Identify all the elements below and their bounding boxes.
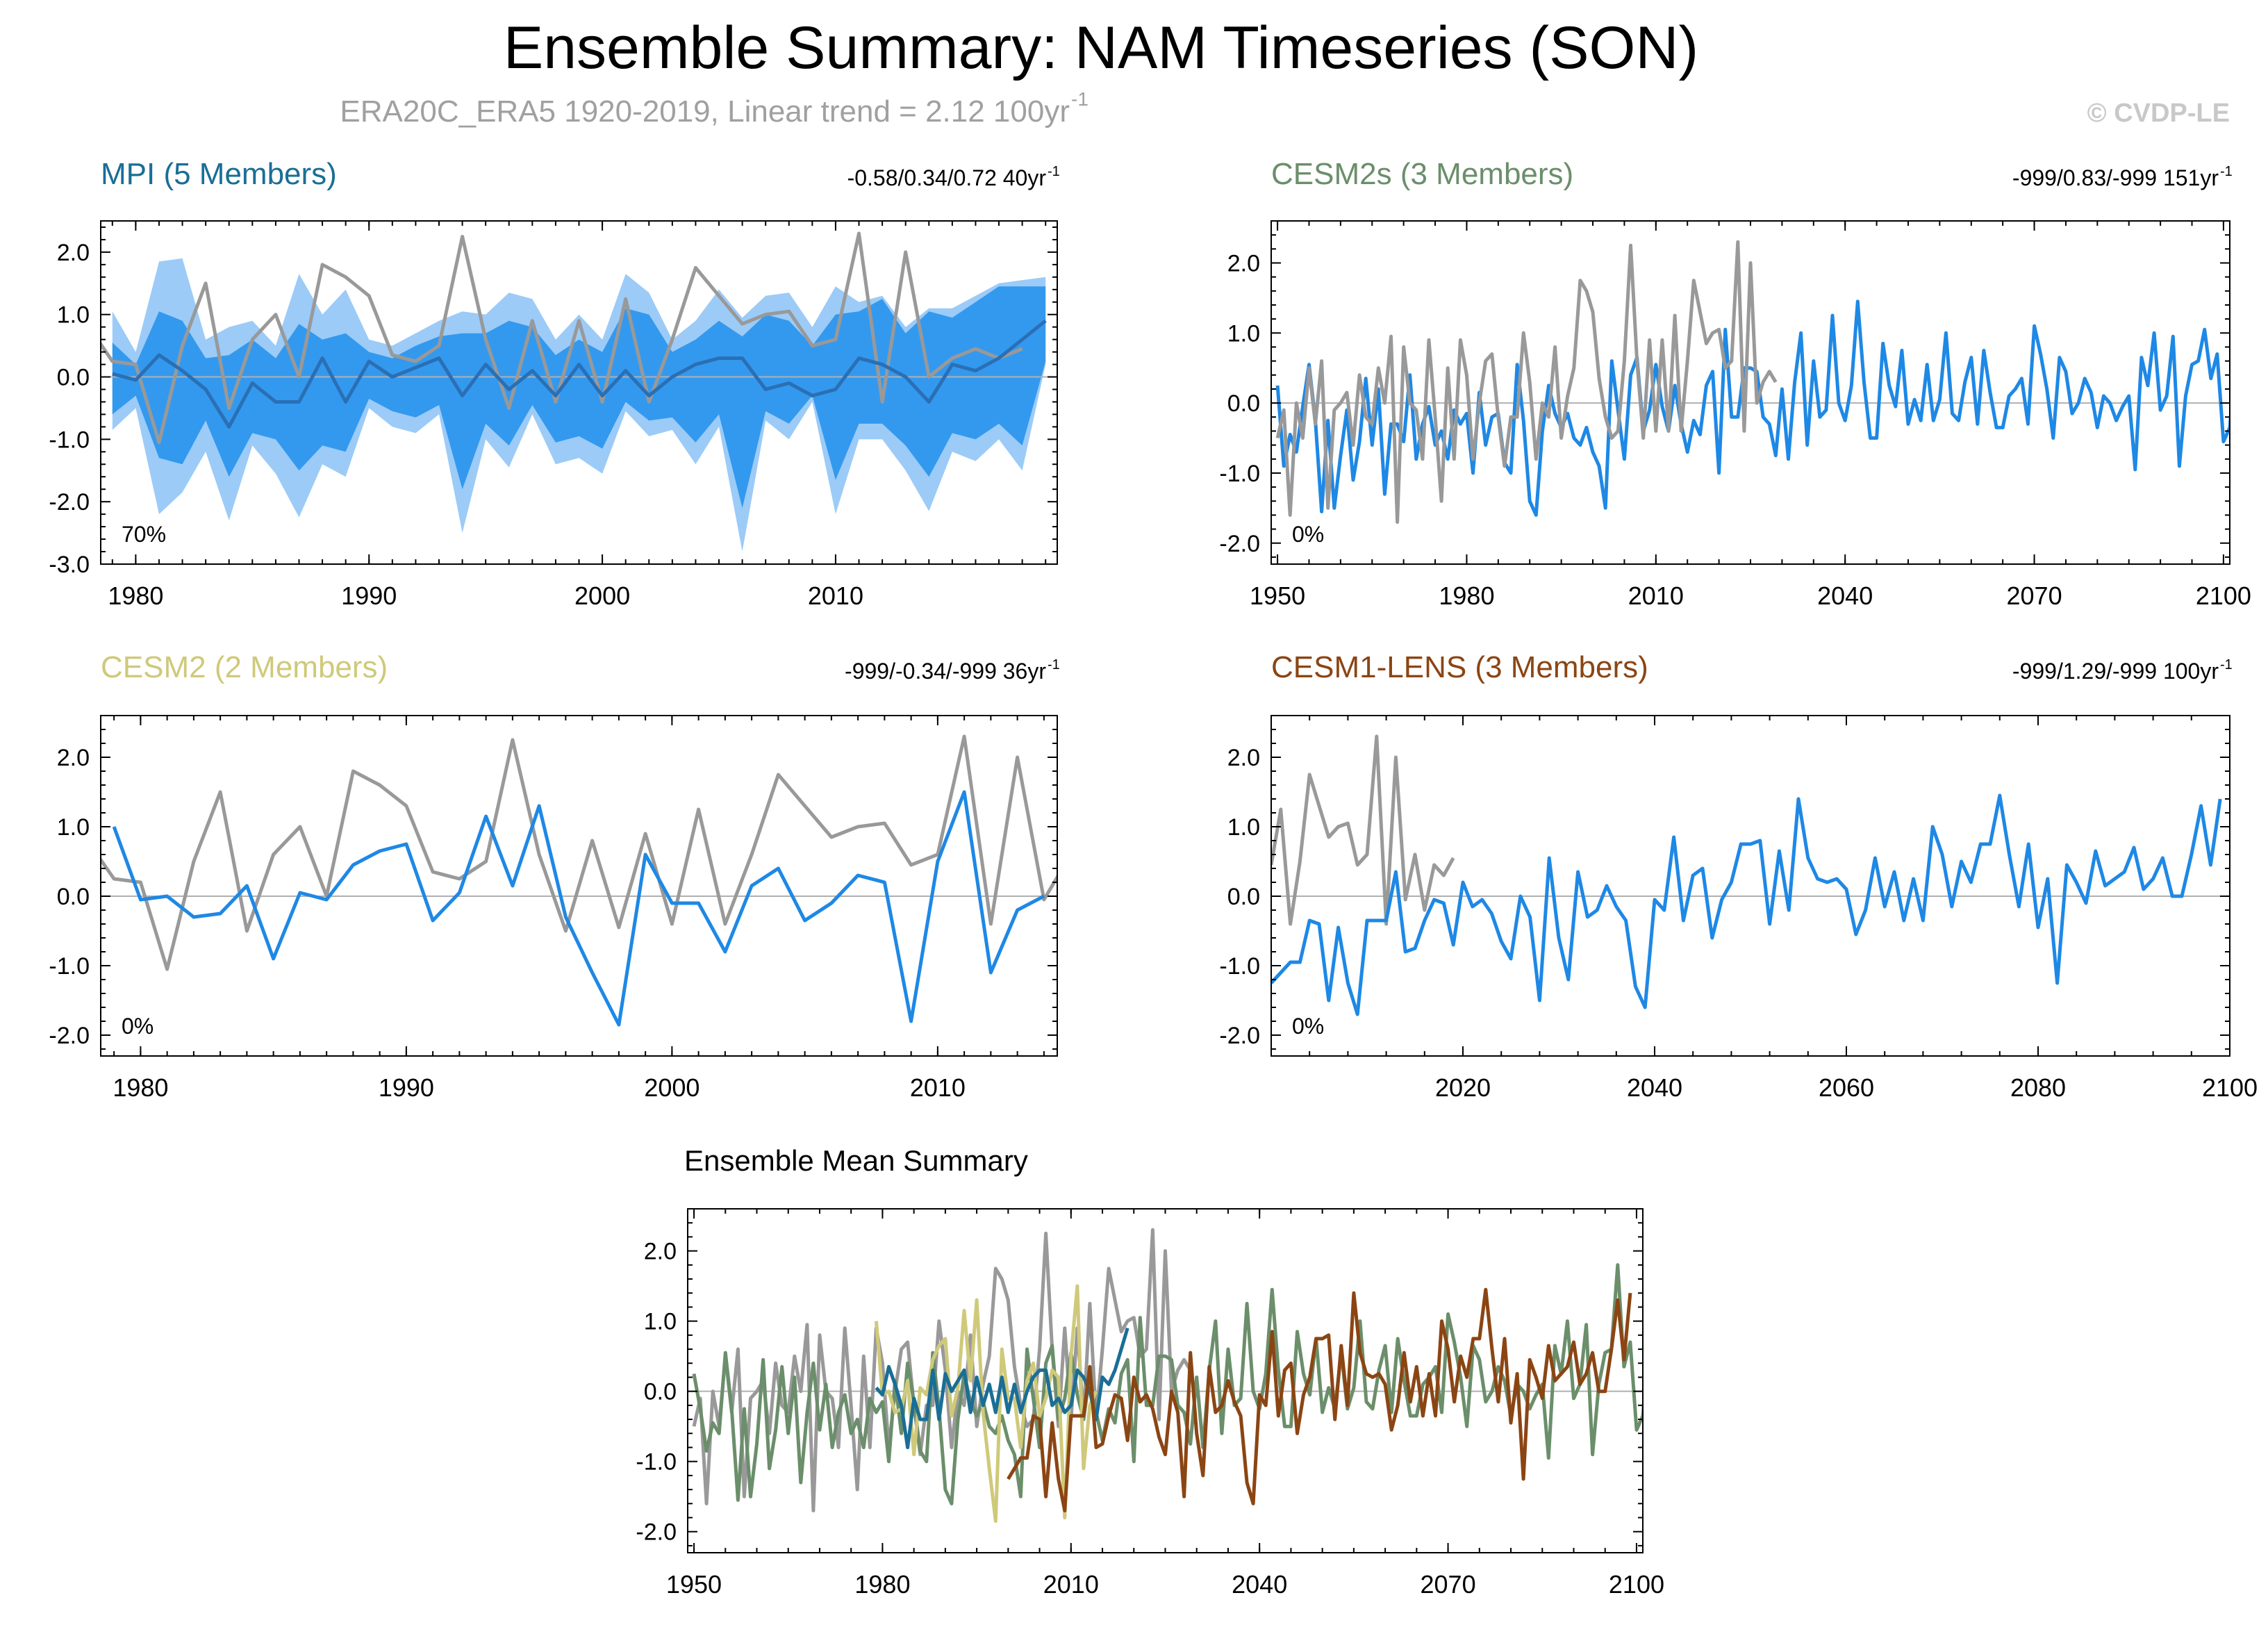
trend-sup: -1: [1048, 657, 1060, 672]
plot-area: [101, 734, 1057, 1027]
x-tick-label: 2100: [1609, 1570, 1664, 1599]
figure-subtitle-sup: -1: [1071, 88, 1089, 110]
series-line-obs: [1275, 240, 1778, 524]
chart-title: MPI (5 Members): [101, 157, 337, 191]
chart-ensmean: Ensemble Mean Summary -2.0 -1.0 0.0 1.0 2.0 19…: [636, 1144, 1664, 1599]
y-tick-label: 0.0: [57, 365, 90, 391]
x-tick-label: 2040: [1232, 1570, 1287, 1599]
trend-sup: -1: [2220, 657, 2233, 672]
x-tick-label: 1950: [1250, 581, 1305, 610]
trend-text: -999/-0.34/-999 36yr: [845, 659, 1046, 684]
y-tick-label: 0.0: [644, 1379, 677, 1405]
x-tick-label: 2010: [910, 1073, 966, 1102]
x-tick-label: 2020: [1435, 1073, 1491, 1102]
y-tick-label: 2.0: [644, 1239, 677, 1265]
chart-cesm1: CESM1-LENS (3 Members) -999/1.29/-999 100…: [1219, 650, 2258, 1102]
x-tick-label: 2100: [2202, 1073, 2258, 1102]
y-tick-label: -1.0: [1219, 461, 1260, 487]
y-tick-label: -1.0: [1219, 953, 1260, 980]
y-tick-label: 2.0: [57, 240, 90, 266]
chart-title: CESM2s (3 Members): [1271, 157, 1573, 191]
percent-label: 0%: [1292, 522, 1324, 547]
x-tick-label: 1950: [666, 1570, 722, 1599]
series-line-obs: [1271, 734, 1455, 926]
chart-cesm2: CESM2 (2 Members) -999/-0.34/-999 36yr -1 -…: [49, 650, 1060, 1102]
y-tick-label: 0.0: [1227, 390, 1260, 417]
x-tick-label: 1980: [854, 1570, 910, 1599]
figure-title: Ensemble Summary: NAM Timeseries (SON): [504, 15, 1698, 81]
chart-title: CESM1-LENS (3 Members): [1271, 650, 1648, 684]
series-line-ensemble-mean: [112, 319, 1047, 429]
x-tick-label: 2070: [2007, 581, 2062, 610]
x-tick-label: 2040: [1627, 1073, 1682, 1102]
y-tick-label: -1.0: [49, 953, 90, 980]
trend-sup: -1: [1048, 164, 1060, 179]
y-tick-label: 1.0: [1227, 320, 1260, 347]
chart-title: CESM2 (2 Members): [101, 650, 388, 684]
y-tick-label: 0.0: [57, 884, 90, 910]
plot-area: [1271, 240, 2230, 524]
trend-text: -999/0.83/-999 151yr: [2012, 165, 2219, 190]
y-tick-label: -1.0: [49, 427, 90, 453]
x-tick-label: 2000: [574, 581, 630, 610]
x-tick-label: 2010: [808, 581, 863, 610]
percent-label: 70%: [122, 522, 166, 547]
trend-text: -0.58/0.34/0.72 40yr: [847, 165, 1047, 190]
x-tick-label: 2000: [644, 1073, 700, 1102]
y-tick-label: -3.0: [49, 552, 90, 578]
series-line-obs: [101, 231, 1023, 445]
figure-subtitle: ERA20C_ERA5 1920-2019, Linear trend = 2.…: [340, 94, 1070, 129]
chart-title: Ensemble Mean Summary: [684, 1144, 1028, 1177]
y-tick-label: -2.0: [49, 1023, 90, 1049]
y-tick-label: 1.0: [57, 814, 90, 841]
y-tick-label: -2.0: [49, 489, 90, 515]
x-tick-label: 2060: [1819, 1073, 1874, 1102]
series-line-obs: [101, 734, 1057, 971]
y-tick-label: 1.0: [644, 1309, 677, 1335]
x-tick-label: 1980: [108, 581, 163, 610]
y-tick-label: 1.0: [57, 302, 90, 329]
x-tick-label: 2010: [1043, 1570, 1099, 1599]
x-tick-label: 2040: [1817, 581, 1873, 610]
series-line-member: [1271, 793, 2222, 1016]
y-tick-label: 2.0: [57, 745, 90, 771]
series-line-member: [1275, 299, 2230, 517]
plot-area: [688, 1228, 1643, 1523]
plot-area: [1271, 734, 2230, 1016]
series-line-cesm1-lens: [1007, 1287, 1632, 1512]
watermark: © CVDP-LE: [2087, 99, 2230, 128]
plot-area: [101, 231, 1057, 552]
y-tick-label: 1.0: [1227, 814, 1260, 841]
panels: MPI (5 Members) -0.58/0.34/0.72 40yr -1-3.…: [49, 157, 2258, 1599]
series-line-mpi: [875, 1327, 1129, 1449]
y-tick-label: 0.0: [1227, 884, 1260, 910]
x-tick-label: 1980: [1439, 581, 1494, 610]
spread-band-inner: [112, 286, 1046, 509]
x-tick-label: 2100: [2196, 581, 2251, 610]
y-tick-label: 2.0: [1227, 745, 1260, 771]
trend-text: -999/1.29/-999 100yr: [2012, 659, 2219, 684]
series-line-obs: [692, 1228, 1192, 1512]
series-line-member: [112, 790, 1045, 1027]
x-tick-label: 1990: [341, 581, 397, 610]
x-tick-label: 2080: [2010, 1073, 2066, 1102]
x-tick-label: 2010: [1628, 581, 1684, 610]
y-tick-label: -1.0: [636, 1449, 677, 1476]
plot-frame: [1270, 715, 2230, 1057]
y-tick-label: -2.0: [1219, 531, 1260, 557]
chart-cesm2s: CESM2s (3 Members) -999/0.83/-999 151yr -1…: [1219, 157, 2251, 610]
x-tick-label: 2070: [1421, 1570, 1476, 1599]
y-tick-label: -2.0: [636, 1519, 677, 1546]
percent-label: 0%: [122, 1014, 154, 1039]
x-tick-label: 1980: [113, 1073, 168, 1102]
y-tick-label: 2.0: [1227, 250, 1260, 277]
trend-sup: -1: [2220, 164, 2233, 179]
x-tick-label: 1990: [379, 1073, 434, 1102]
percent-label: 0%: [1292, 1014, 1324, 1039]
chart-mpi: MPI (5 Members) -0.58/0.34/0.72 40yr -1 -3.…: [49, 157, 1059, 610]
y-tick-label: -2.0: [1219, 1023, 1260, 1049]
plot-frame: [100, 715, 1058, 1057]
